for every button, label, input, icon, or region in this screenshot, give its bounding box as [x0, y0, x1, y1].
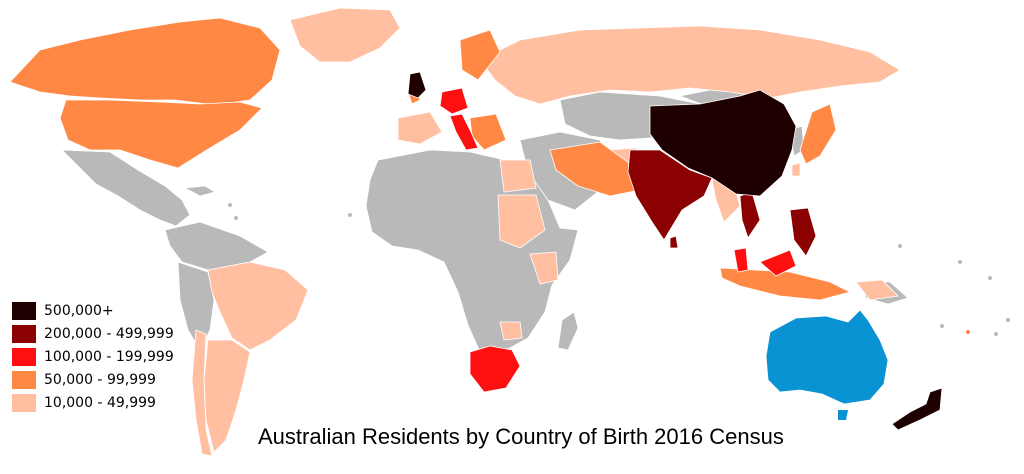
legend-label: 10,000 - 49,999 [44, 394, 156, 411]
region-brazil [207, 261, 309, 351]
legend-label: 500,000+ [44, 302, 114, 319]
region-caribbean [183, 185, 217, 197]
tier-200k-499k-regions [627, 149, 817, 257]
region-chile [191, 329, 213, 457]
region-iran-pakistan [549, 141, 641, 197]
legend-swatch [12, 347, 36, 366]
region-south-africa [469, 345, 521, 393]
region-japan [799, 103, 837, 165]
region-usa [59, 99, 263, 169]
region-png-east [855, 279, 899, 301]
region-scandinavia [459, 29, 501, 81]
region-zimbabwe [499, 321, 523, 341]
region-russia [479, 25, 901, 105]
region-italy [449, 113, 479, 151]
legend-swatch [12, 301, 36, 320]
legend-item: 50,000 - 99,999 [12, 369, 174, 390]
tier-100k-199k-regions [439, 87, 797, 393]
region-sudan [497, 194, 546, 249]
legend-item: 500,000+ [12, 300, 174, 321]
region-kenya [529, 251, 559, 285]
legend-item: 200,000 - 499,999 [12, 323, 174, 344]
tier-50k-99k-regions [9, 17, 852, 301]
map-legend: 500,000+ 200,000 - 499,999 100,000 - 199… [12, 300, 174, 415]
region-greenland [289, 7, 401, 63]
legend-label: 100,000 - 199,999 [44, 348, 174, 365]
region-borneo-malaysia [759, 249, 797, 277]
region-central-america-mexico [60, 149, 191, 227]
map-title: Australian Residents by Country of Birth… [258, 424, 784, 449]
small-islands [228, 203, 1010, 336]
legend-swatch [12, 393, 36, 412]
region-philippines [789, 207, 817, 257]
small-islands-coloured [966, 330, 970, 334]
region-india [627, 149, 713, 241]
region-france-spain [397, 111, 443, 145]
region-united-kingdom [407, 71, 427, 99]
region-canada-alaska [9, 17, 281, 106]
legend-item: 100,000 - 199,999 [12, 346, 174, 367]
region-madagascar [557, 311, 579, 351]
region-malaysia [733, 247, 749, 273]
legend-label: 200,000 - 499,999 [44, 325, 174, 342]
region-germany [439, 87, 469, 115]
region-sri-lanka [669, 235, 679, 249]
region-tasmania [838, 410, 848, 420]
legend-item: 10,000 - 49,999 [12, 392, 174, 413]
region-indonesia [719, 267, 852, 301]
region-australia [765, 309, 889, 405]
legend-label: 50,000 - 99,999 [44, 371, 156, 388]
region-china [649, 89, 797, 197]
region-argentina [203, 339, 251, 453]
tier-10k-49k-regions [191, 7, 901, 457]
legend-swatch [12, 370, 36, 389]
region-vietnam [739, 191, 761, 239]
region-new-zealand [891, 387, 943, 431]
tier-500k-plus-regions [407, 71, 943, 431]
legend-swatch [12, 324, 36, 343]
region-taiwan [791, 162, 801, 177]
region-egypt [499, 159, 537, 193]
